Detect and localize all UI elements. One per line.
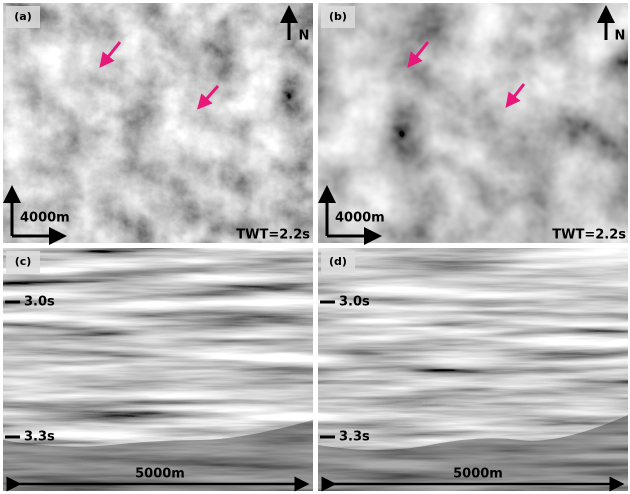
time-tick-label: 3.0s xyxy=(24,295,55,310)
time-tick-label: 3.3s xyxy=(339,430,370,445)
scale-label: 4000m xyxy=(335,211,385,226)
time-label: TWT=2.2s xyxy=(236,228,310,243)
time-tick-label: 3.0s xyxy=(339,295,370,310)
panel-label: (d) xyxy=(329,255,347,268)
scale-label: 4000m xyxy=(20,211,70,226)
figure: (a) N 4000m TWT=2.2s (b) N 4000m TWT=2.2… xyxy=(0,0,630,494)
seismic-map xyxy=(318,3,628,243)
time-label: TWT=2.2s xyxy=(552,228,626,243)
north-label: N xyxy=(299,29,310,44)
scale-label: 5000m xyxy=(453,467,503,482)
panel-c: (c) 3.0s 3.3s 5000m xyxy=(3,248,313,491)
scale-label: 5000m xyxy=(135,467,185,482)
panel-label: (c) xyxy=(15,255,32,268)
panel-d: (d) 3.0s 3.3s 5000m xyxy=(318,248,628,491)
panel-a: (a) N 4000m TWT=2.2s xyxy=(3,3,313,243)
panel-b: (b) N 4000m TWT=2.2s xyxy=(318,3,628,243)
panel-label: (b) xyxy=(329,10,347,23)
north-label: N xyxy=(615,29,626,44)
seismic-map xyxy=(3,3,313,243)
time-tick-label: 3.3s xyxy=(24,430,55,445)
panel-label: (a) xyxy=(14,10,31,23)
